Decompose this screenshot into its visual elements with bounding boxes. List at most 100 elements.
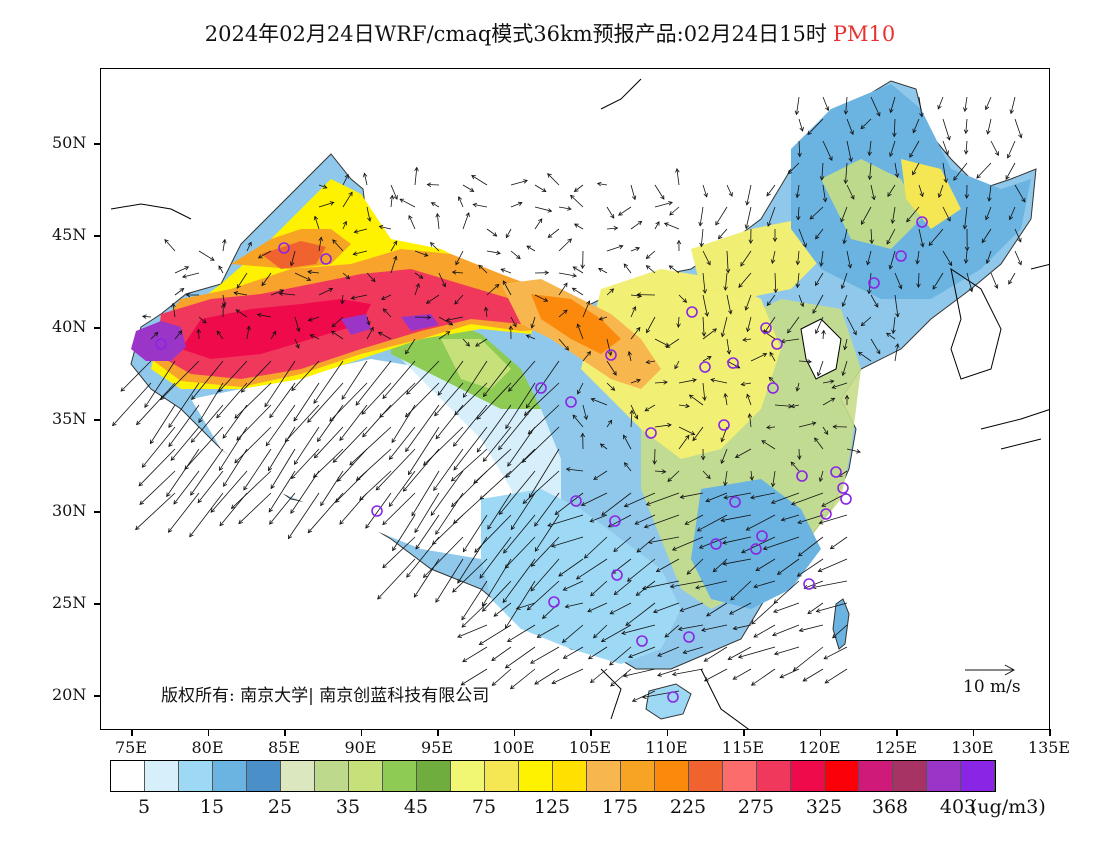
wind-arrow [869,162,872,180]
wind-arrow-head [505,233,510,239]
wind-arrow [576,558,608,580]
wind-arrow [623,668,656,677]
wind-arrow [832,624,848,639]
wind-arrow [599,316,608,320]
wind-arrow-head [307,317,313,322]
wind-arrow [563,646,584,659]
wind-arrow-head [919,112,924,118]
wind-arrow [678,404,690,407]
wind-arrow [656,558,680,572]
wind-arrow [264,360,296,407]
wind-arrow [507,624,536,642]
wind-arrow [842,360,848,376]
wind-arrow [729,602,752,615]
wind-arrow-head [831,384,837,389]
lat-tick [94,143,101,145]
wind-arrow-head [461,623,467,628]
wind-arrow-head [636,378,641,383]
wind-arrow-head [492,232,498,237]
wind-arrow-head [181,274,187,279]
wind-arrow-head [445,331,451,336]
wind-arrow-head [607,419,613,425]
wind-arrow-head [246,325,251,331]
wind-arrow [841,272,848,289]
wind-arrow-head [773,288,778,294]
wind-arrow [483,360,512,397]
legend-swatch [587,761,621,791]
wind-arrow [390,184,398,200]
wind-arrow [534,668,560,685]
wind-arrow-head [861,220,865,226]
wind-arrow [112,382,152,426]
wind-arrow [236,272,248,289]
wind-arrow [630,221,642,230]
wind-arrow-head [170,456,176,461]
wind-arrow [197,470,224,503]
wind-arrow-head [770,499,776,504]
wind-arrow-head [335,498,340,503]
wind-arrow [702,294,708,317]
wind-arrow-head [1018,133,1023,139]
lon-tick [360,729,362,736]
wind-arrow [342,192,353,208]
wind-arrow-head [393,240,398,246]
wind-arrow-head [1009,109,1014,115]
wind-arrow [376,448,416,491]
wind-arrow [733,668,752,680]
wind-arrow-head [589,678,595,684]
wind-arrow-head [534,547,539,552]
wind-arrow-head [890,219,896,225]
wind-arrow [493,602,512,617]
wind-arrow [461,580,488,621]
wind-arrow-head [139,500,144,505]
city-marker [570,495,582,507]
wind-reference: 10 m/s [963,663,1021,697]
wind-arrow [547,173,560,186]
wind-arrow [965,140,968,154]
title-main: 2024年02月24日WRF/cmaq模式36km预报产品:02月24日15时 [204,22,827,46]
wind-arrow [438,316,453,326]
lon-tick [590,729,592,736]
wind-arrow [600,443,608,450]
wind-arrow-head [770,482,776,488]
wind-arrow-head [366,320,371,326]
wind-arrow-head [289,261,295,267]
wind-arrow-head [332,239,337,244]
legend-label: 125 [533,796,571,818]
wind-arrow-head [536,633,542,638]
wind-arrow [624,462,632,472]
city-marker [636,635,648,647]
wind-arrow [798,294,804,307]
wind-arrow [774,404,793,407]
wind-arrow [781,514,800,521]
wind-arrow [965,118,968,134]
wind-arrow [942,118,950,141]
wind-arrow-head [328,287,334,293]
lat-tick [94,419,101,421]
wind-arrow-head [857,351,863,356]
wind-arrow [644,514,680,528]
wind-arrow [454,294,464,305]
wind-arrow [184,426,224,470]
wind-arrow-head [748,239,754,245]
wind-arrow [695,580,728,589]
wind-arrow [307,492,344,533]
wind-arrow-head [411,511,416,517]
wind-arrow [894,272,902,289]
wind-arrow [524,382,560,416]
wind-arrow-head [235,309,241,314]
wind-arrow [664,624,680,638]
wind-arrow-head [679,494,685,499]
forecast-map[interactable]: 10 m/s 版权所有: 南京大学| 南京创蓝科技有限公司 [100,68,1050,730]
wind-arrow-head [1017,237,1022,243]
wind-arrow-head [780,517,786,522]
wind-arrow-head [144,403,149,409]
wind-arrow-head [494,283,500,289]
wind-arrow-head [575,575,581,580]
wind-arrow-head [729,610,734,615]
wind-arrow [531,536,560,567]
wind-arrow-head [750,681,756,686]
wind-arrow-head [767,222,772,227]
lon-tick [131,729,133,736]
wind-arrow-head [682,298,688,303]
